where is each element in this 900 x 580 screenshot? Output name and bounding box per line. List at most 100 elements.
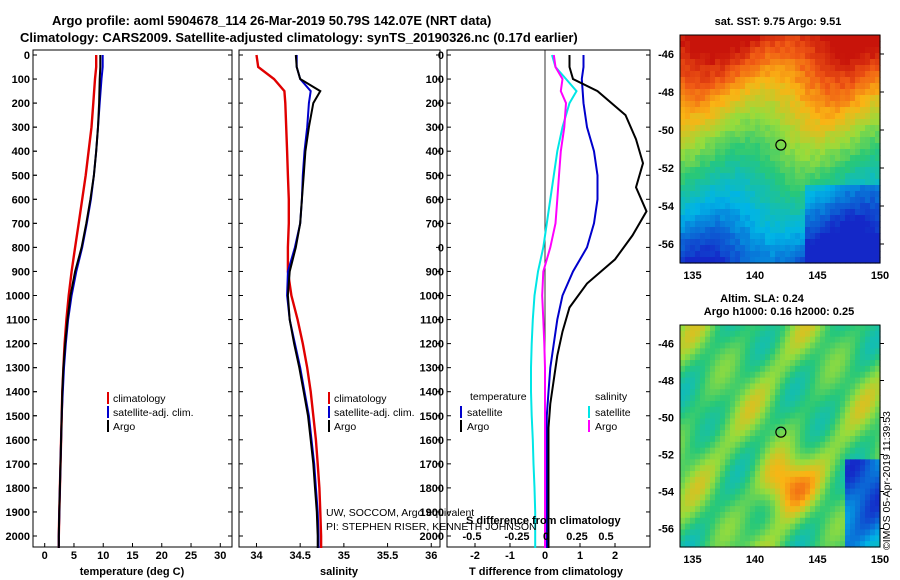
- map-cell: [705, 149, 711, 156]
- map-cell: [755, 167, 761, 174]
- map-cell: [740, 191, 746, 198]
- map-cell: [765, 179, 771, 186]
- map-cell: [695, 167, 701, 174]
- map-cell: [710, 215, 716, 222]
- map-cell: [840, 535, 846, 542]
- map-cell: [850, 453, 856, 460]
- map-cell: [745, 377, 751, 385]
- map-cell: [815, 143, 821, 150]
- map-cell: [860, 471, 866, 478]
- map-cell: [790, 143, 796, 150]
- map-cell: [820, 167, 826, 174]
- map-cell: [685, 325, 691, 332]
- map-cell: [720, 41, 726, 48]
- map-cell: [805, 65, 811, 72]
- map-cell: [870, 377, 876, 385]
- map-cell: [820, 447, 826, 455]
- map-cell: [860, 173, 866, 180]
- map-cell: [720, 47, 726, 54]
- map-cell: [735, 209, 741, 216]
- map-cell: [815, 215, 821, 222]
- map-cell: [785, 65, 791, 72]
- map-cell: [690, 113, 696, 120]
- map-cell: [695, 336, 701, 344]
- map-cell: [805, 360, 811, 367]
- map-cell: [765, 119, 771, 126]
- map-cell: [690, 389, 696, 396]
- map-cell: [710, 424, 716, 431]
- map-cell: [700, 179, 706, 186]
- map-cell: [715, 389, 721, 396]
- map-cell: [855, 227, 861, 234]
- map-cell: [760, 155, 766, 162]
- map-cell: [875, 471, 881, 478]
- map-cell: [750, 65, 756, 72]
- map-cell: [840, 482, 846, 490]
- map-cell: [790, 131, 796, 138]
- map-cell: [780, 500, 786, 507]
- map-cell: [850, 167, 856, 174]
- map-cell: [730, 465, 736, 472]
- map-cell: [705, 436, 711, 443]
- map-cell: [810, 101, 816, 108]
- map-cell: [845, 257, 851, 264]
- map-cell: [820, 107, 826, 114]
- map-cell: [800, 239, 806, 246]
- map-cell: [770, 41, 776, 48]
- map-cell: [735, 529, 741, 536]
- map-cell: [830, 436, 836, 443]
- map-cell: [850, 119, 856, 126]
- map-cell: [865, 459, 871, 466]
- map-cell: [840, 257, 846, 264]
- map-cell: [720, 137, 726, 144]
- map-cell: [745, 447, 751, 455]
- map-cell: [870, 453, 876, 460]
- map-cell: [845, 191, 851, 198]
- map-cell: [715, 494, 721, 501]
- map-cell: [835, 465, 841, 472]
- map-cell: [850, 430, 856, 437]
- map-cell: [745, 179, 751, 186]
- map-cell: [780, 149, 786, 156]
- map-cell: [765, 348, 771, 355]
- map-cell: [705, 47, 711, 54]
- map-cell: [840, 209, 846, 216]
- map-cell: [845, 506, 851, 513]
- map-cell: [760, 257, 766, 264]
- map-cell: [780, 436, 786, 443]
- map-cell: [740, 167, 746, 174]
- map-cell: [850, 529, 856, 536]
- map-cell: [805, 465, 811, 472]
- map-frame: [679, 324, 881, 548]
- map-cell: [755, 465, 761, 472]
- map-cell: [700, 541, 706, 548]
- map-cell: [770, 360, 776, 367]
- map-cell: [730, 83, 736, 90]
- map-cell: [760, 348, 766, 355]
- map-cell: [810, 107, 816, 114]
- map-cell: [755, 155, 761, 162]
- map-cell: [680, 441, 686, 449]
- map-cell: [845, 529, 851, 536]
- map-cell: [755, 436, 761, 443]
- map-cell: [825, 441, 831, 449]
- map-cell: [875, 167, 881, 174]
- map-cell: [750, 89, 756, 96]
- map-cell: [780, 179, 786, 186]
- map-cell: [845, 541, 851, 548]
- map-cell: [820, 389, 826, 396]
- map-cell: [795, 336, 801, 344]
- map-cell: [815, 506, 821, 513]
- map-cell: [855, 65, 861, 72]
- map-cell: [865, 59, 871, 66]
- map-cell: [730, 209, 736, 216]
- map-cell: [860, 107, 866, 114]
- map-cell: [755, 406, 761, 414]
- map-cell: [700, 494, 706, 501]
- map-cell: [870, 418, 876, 425]
- map-cell: [860, 377, 866, 385]
- map-cell: [680, 161, 686, 168]
- map-cell: [830, 89, 836, 96]
- map-cell: [865, 95, 871, 102]
- map-cell: [820, 500, 826, 507]
